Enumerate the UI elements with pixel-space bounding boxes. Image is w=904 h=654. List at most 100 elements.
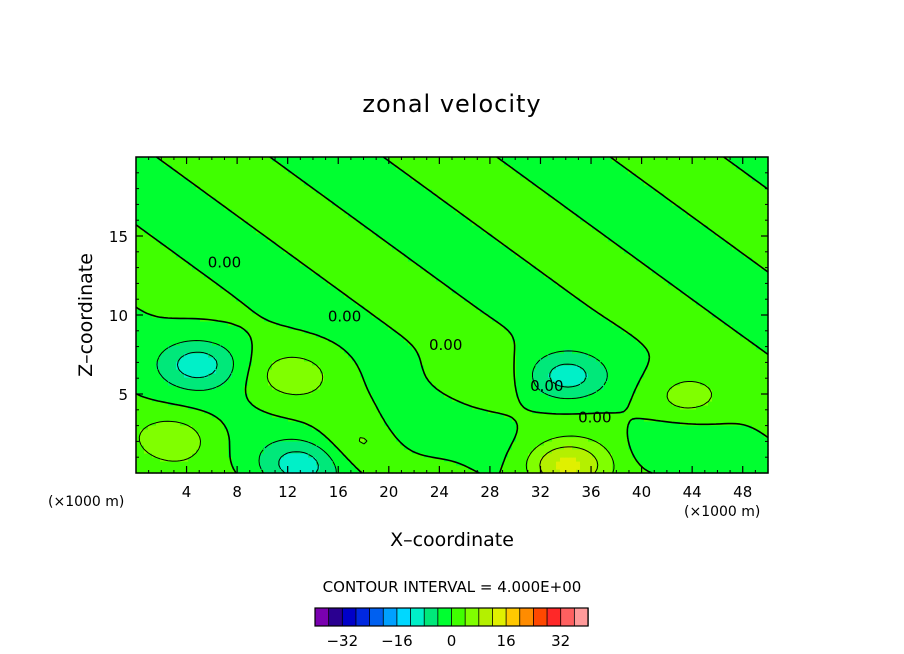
field-cell <box>408 441 413 446</box>
field-cell <box>432 373 437 378</box>
field-cell <box>548 421 553 426</box>
field-cell <box>464 461 469 466</box>
field-cell <box>500 373 505 378</box>
field-cell <box>560 437 565 442</box>
field-cell <box>604 465 609 470</box>
field-cell <box>420 389 425 394</box>
field-cell <box>408 433 413 438</box>
field-cell <box>520 445 525 450</box>
field-cell <box>356 361 361 366</box>
field-cell <box>376 465 381 470</box>
field-cell <box>208 409 213 414</box>
field-cell <box>432 457 437 462</box>
field-cell <box>352 361 357 366</box>
field-cell <box>704 453 709 458</box>
field-cell <box>244 445 249 450</box>
field-cell <box>700 373 705 378</box>
field-cell <box>216 349 221 354</box>
field-cell <box>656 445 661 450</box>
field-cell <box>284 445 289 450</box>
field-cell <box>644 409 649 414</box>
field-cell <box>176 469 181 474</box>
field-cell <box>184 369 189 374</box>
field-cell <box>400 457 405 462</box>
field-cell <box>356 401 361 406</box>
field-cell <box>468 429 473 434</box>
field-cell <box>628 409 633 414</box>
field-cell <box>504 437 509 442</box>
field-cell <box>372 345 377 350</box>
field-cell <box>672 373 677 378</box>
field-cell <box>688 417 693 422</box>
field-cell <box>748 369 753 374</box>
field-cell <box>160 449 165 454</box>
field-cell <box>368 385 373 390</box>
field-cell <box>556 457 561 462</box>
field-cell <box>408 369 413 374</box>
field-cell <box>432 449 437 454</box>
field-cell <box>516 421 521 426</box>
field-cell <box>140 469 145 474</box>
field-cell <box>648 393 653 398</box>
field-cell <box>332 413 337 418</box>
field-cell <box>512 425 517 430</box>
field-cell <box>596 417 601 422</box>
field-cell <box>304 457 309 462</box>
field-cell <box>488 445 493 450</box>
field-cell <box>356 345 361 350</box>
field-cell <box>252 437 257 442</box>
field-cell <box>224 469 229 474</box>
field-cell <box>216 373 221 378</box>
field-cell <box>660 385 665 390</box>
field-cell <box>312 381 317 386</box>
field-cell <box>620 365 625 370</box>
field-cell <box>288 465 293 470</box>
field-cell <box>296 361 301 366</box>
field-cell <box>672 429 677 434</box>
field-cell <box>660 465 665 470</box>
field-cell <box>208 357 213 362</box>
field-cell <box>252 381 257 386</box>
field-cell <box>196 389 201 394</box>
field-cell <box>632 405 637 410</box>
field-cell <box>152 417 157 422</box>
field-cell <box>740 385 745 390</box>
field-cell <box>664 349 669 354</box>
field-cell <box>488 345 493 350</box>
field-cell <box>620 381 625 386</box>
field-cell <box>748 413 753 418</box>
field-cell <box>676 413 681 418</box>
field-cell <box>432 461 437 466</box>
field-cell <box>436 445 441 450</box>
field-cell <box>752 385 757 390</box>
field-cell <box>308 397 313 402</box>
field-cell <box>232 449 237 454</box>
field-cell <box>204 369 209 374</box>
field-cell <box>248 409 253 414</box>
field-cell <box>576 465 581 470</box>
field-cell <box>316 433 321 438</box>
field-cell <box>160 377 165 382</box>
field-cell <box>180 469 185 474</box>
field-cell <box>236 405 241 410</box>
field-cell <box>692 469 697 474</box>
field-cell <box>660 449 665 454</box>
field-cell <box>368 461 373 466</box>
field-cell <box>580 413 585 418</box>
field-cell <box>172 377 177 382</box>
field-cell <box>644 445 649 450</box>
field-cell <box>544 397 549 402</box>
field-cell <box>524 397 529 402</box>
field-cell <box>404 441 409 446</box>
field-cell <box>336 421 341 426</box>
field-cell <box>492 365 497 370</box>
field-cell <box>340 413 345 418</box>
field-cell <box>352 469 357 474</box>
field-cell <box>264 413 269 418</box>
field-cell <box>152 405 157 410</box>
field-cell <box>656 401 661 406</box>
field-cell <box>532 449 537 454</box>
field-cell <box>572 417 577 422</box>
field-cell <box>624 401 629 406</box>
field-cell <box>376 349 381 354</box>
